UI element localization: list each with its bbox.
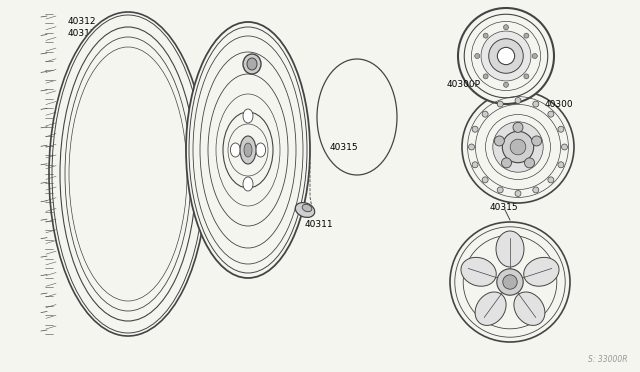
- Ellipse shape: [49, 13, 207, 335]
- Circle shape: [524, 74, 529, 79]
- Text: 40300P: 40300P: [447, 80, 481, 89]
- Text: 40315: 40315: [330, 143, 358, 152]
- Ellipse shape: [243, 177, 253, 191]
- Ellipse shape: [186, 22, 310, 278]
- Circle shape: [482, 177, 488, 183]
- Ellipse shape: [302, 204, 312, 212]
- Circle shape: [532, 187, 539, 193]
- Text: 40300: 40300: [545, 100, 573, 109]
- Ellipse shape: [255, 143, 266, 157]
- Circle shape: [462, 91, 574, 203]
- Circle shape: [450, 222, 570, 342]
- Circle shape: [525, 158, 534, 168]
- Circle shape: [524, 33, 529, 38]
- Circle shape: [497, 187, 503, 193]
- Ellipse shape: [247, 58, 257, 70]
- Circle shape: [504, 82, 509, 87]
- Circle shape: [510, 139, 526, 155]
- Text: 40300: 40300: [150, 117, 179, 126]
- Circle shape: [472, 162, 478, 168]
- Circle shape: [489, 39, 524, 73]
- Text: 40300P: 40300P: [150, 129, 184, 138]
- Circle shape: [548, 177, 554, 183]
- Ellipse shape: [317, 59, 397, 175]
- Ellipse shape: [243, 54, 261, 74]
- Ellipse shape: [230, 143, 241, 157]
- Circle shape: [513, 122, 523, 132]
- Circle shape: [532, 101, 539, 107]
- Text: 40224: 40224: [235, 37, 263, 46]
- Circle shape: [504, 25, 509, 30]
- Circle shape: [497, 269, 523, 295]
- Ellipse shape: [524, 257, 559, 286]
- Ellipse shape: [244, 143, 252, 157]
- Circle shape: [558, 126, 564, 132]
- Circle shape: [482, 111, 488, 117]
- Circle shape: [497, 101, 503, 107]
- Text: S: 33000R: S: 33000R: [589, 355, 628, 364]
- Circle shape: [532, 54, 538, 58]
- Circle shape: [548, 111, 554, 117]
- Text: 40315: 40315: [490, 203, 518, 212]
- Circle shape: [468, 144, 474, 150]
- Ellipse shape: [49, 12, 207, 336]
- Circle shape: [493, 122, 543, 172]
- Circle shape: [503, 275, 517, 289]
- Circle shape: [458, 8, 554, 104]
- Circle shape: [481, 31, 531, 81]
- Text: 40312: 40312: [68, 17, 97, 26]
- Text: 40312M: 40312M: [68, 29, 104, 38]
- Ellipse shape: [186, 22, 310, 278]
- Circle shape: [515, 97, 521, 103]
- Circle shape: [561, 144, 568, 150]
- Text: 40311: 40311: [305, 220, 333, 229]
- Circle shape: [558, 162, 564, 168]
- Ellipse shape: [461, 257, 496, 286]
- Ellipse shape: [475, 292, 506, 326]
- Ellipse shape: [240, 136, 256, 164]
- Circle shape: [497, 47, 515, 65]
- Circle shape: [475, 54, 480, 58]
- Circle shape: [494, 136, 504, 146]
- Ellipse shape: [514, 292, 545, 326]
- Circle shape: [502, 158, 511, 168]
- Circle shape: [532, 136, 541, 146]
- Circle shape: [515, 190, 521, 196]
- Ellipse shape: [295, 203, 315, 217]
- Ellipse shape: [223, 112, 273, 188]
- Ellipse shape: [496, 231, 524, 267]
- Circle shape: [483, 74, 488, 79]
- Circle shape: [483, 33, 488, 38]
- Ellipse shape: [243, 109, 253, 123]
- Circle shape: [472, 126, 478, 132]
- Circle shape: [502, 131, 534, 163]
